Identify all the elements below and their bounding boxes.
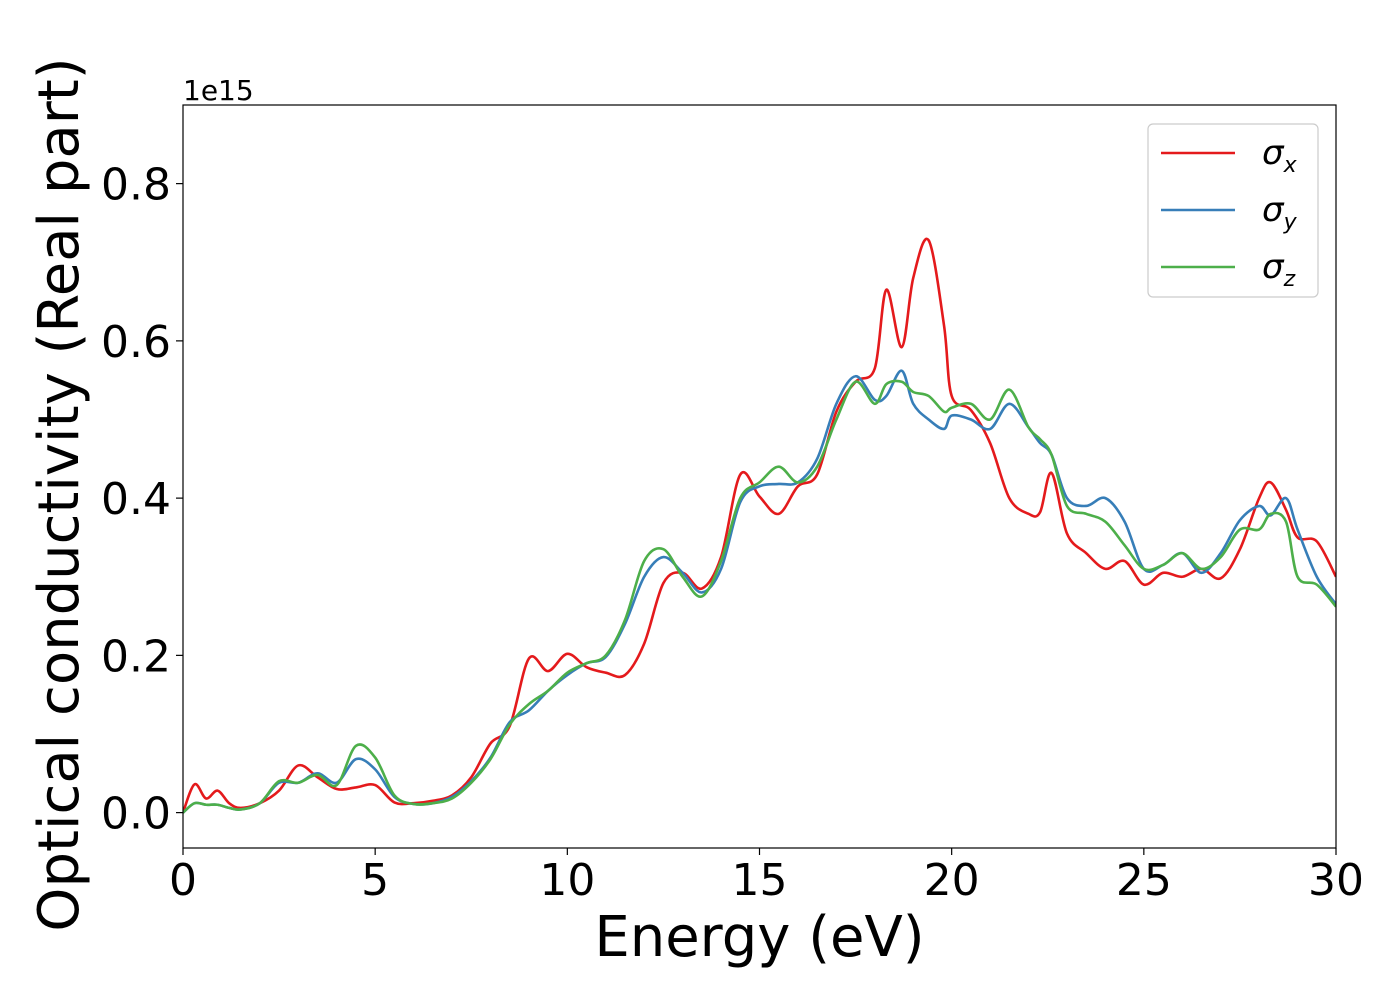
x-tick-label: 20 bbox=[924, 855, 980, 906]
legend: σx σy σz bbox=[1147, 123, 1319, 298]
x-tick-label: 25 bbox=[1116, 855, 1172, 906]
legend-label-x: σx bbox=[1262, 133, 1298, 178]
y-tick-label: 0.8 bbox=[101, 160, 171, 211]
x-axis: 0 5 10 15 20 25 30 bbox=[169, 848, 1364, 906]
y-tick-label: 0.4 bbox=[101, 474, 171, 525]
y-axis-label: Optical conductivity (Real part) bbox=[27, 57, 92, 931]
legend-label-z: σz bbox=[1262, 247, 1296, 292]
y-offset-label: 1e15 bbox=[183, 74, 254, 107]
x-tick-label: 0 bbox=[169, 855, 197, 906]
series-line-x bbox=[183, 237, 1336, 814]
x-tick-label: 15 bbox=[732, 855, 788, 906]
x-tick-label: 30 bbox=[1308, 855, 1364, 906]
y-tick-label: 0.6 bbox=[101, 317, 171, 368]
y-axis: 0.0 0.2 0.4 0.6 0.8 bbox=[101, 160, 183, 840]
y-tick-label: 0.0 bbox=[101, 789, 171, 840]
x-axis-label: Energy (eV) bbox=[594, 905, 924, 970]
x-tick-label: 5 bbox=[361, 855, 389, 906]
series-line-z bbox=[183, 379, 1336, 814]
legend-label-y: σy bbox=[1262, 190, 1298, 235]
x-tick-label: 10 bbox=[539, 855, 595, 906]
plot-lines bbox=[183, 237, 1336, 814]
y-tick-label: 0.2 bbox=[101, 631, 171, 682]
